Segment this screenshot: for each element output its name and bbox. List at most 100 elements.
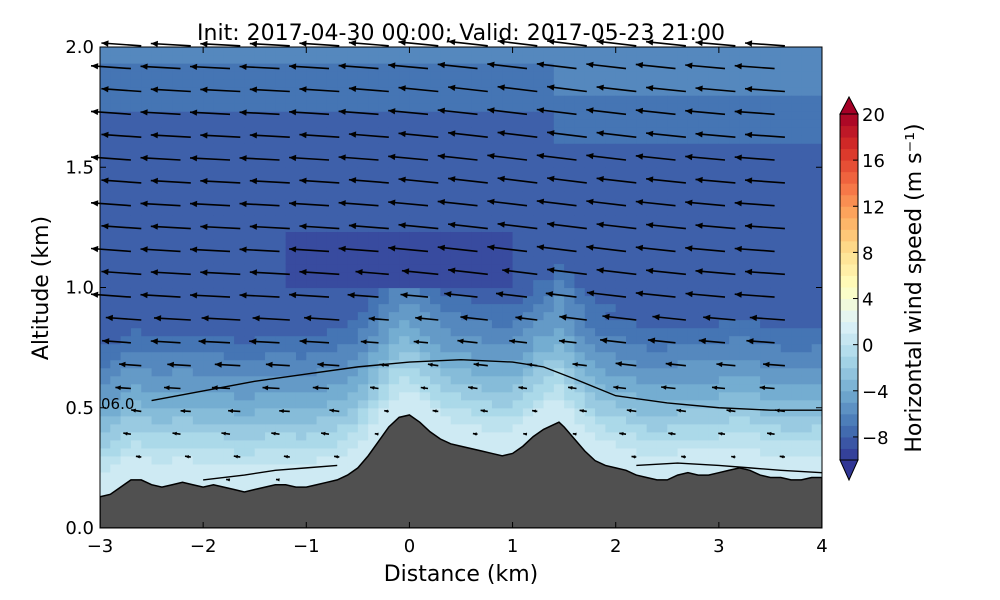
- contour-cell: [203, 359, 215, 369]
- wind-vector: [384, 409, 389, 413]
- contour-cell: [316, 407, 328, 417]
- contour-cell: [636, 335, 648, 345]
- wind-vector: [746, 338, 775, 345]
- wind-vector: [289, 63, 330, 70]
- contour-cell: [213, 343, 225, 353]
- contour-cell: [192, 183, 204, 192]
- contour-cell: [471, 63, 483, 72]
- contour-cell: [656, 463, 668, 473]
- contour-cell: [677, 439, 689, 449]
- contour-cell: [646, 215, 658, 224]
- contour-cell: [729, 271, 741, 281]
- contour-cell: [378, 231, 390, 240]
- contour-cell: [192, 271, 204, 281]
- contour-cell: [399, 79, 411, 88]
- contour-cell: [234, 55, 245, 64]
- contour-cell: [337, 423, 349, 433]
- contour-cell: [615, 151, 627, 160]
- contour-cell: [564, 335, 576, 345]
- contour-cell: [780, 183, 792, 192]
- contour-cell: [440, 319, 452, 329]
- contour-cell: [698, 191, 710, 200]
- contour-cell: [203, 295, 215, 305]
- contour-cell: [172, 111, 184, 120]
- contour-cell: [357, 127, 369, 136]
- contour-cell: [120, 111, 132, 120]
- contour-cell: [770, 263, 782, 273]
- contour-cell: [698, 207, 710, 216]
- contour-cell: [584, 127, 596, 136]
- contour-cell: [471, 183, 483, 192]
- contour-cell: [533, 143, 545, 152]
- contour-cell: [450, 327, 462, 337]
- contour-cell: [151, 471, 163, 481]
- contour-cell: [780, 103, 792, 112]
- contour-cell: [450, 167, 462, 176]
- contour-cell: [223, 127, 235, 136]
- contour-cell: [564, 247, 576, 257]
- contour-cell: [399, 111, 411, 120]
- contour-cell: [522, 167, 534, 176]
- wind-vector: [289, 291, 330, 299]
- contour-cell: [192, 87, 204, 96]
- contour-cell: [595, 215, 606, 224]
- contour-cell: [626, 63, 637, 72]
- contour-cell: [636, 343, 648, 353]
- contour-cell: [192, 79, 204, 88]
- contour-cell: [481, 95, 493, 104]
- contour-cell: [471, 103, 483, 112]
- colorbar-band: [840, 240, 858, 253]
- contour-cell: [749, 271, 761, 281]
- wind-vector: [140, 154, 181, 162]
- contour-cell: [347, 119, 359, 128]
- wind-vector: [189, 109, 231, 116]
- contour-cell: [780, 55, 792, 64]
- contour-cell: [161, 183, 173, 192]
- wind-vector: [239, 292, 280, 299]
- colorbar-band: [840, 356, 858, 369]
- contour-cell: [708, 191, 720, 200]
- contour-cell: [615, 143, 627, 152]
- contour-cell: [636, 383, 648, 393]
- contour-cell: [275, 455, 287, 465]
- contour-cell: [718, 343, 730, 353]
- contour-cell: [770, 399, 782, 409]
- contour-cell: [646, 271, 658, 281]
- contour-cell: [718, 103, 730, 112]
- contour-cell: [430, 103, 441, 112]
- contour-cell: [677, 295, 689, 305]
- contour-cell: [739, 239, 751, 249]
- contour-cell: [481, 111, 493, 120]
- contour-cell: [141, 455, 153, 465]
- contour-cell: [419, 351, 431, 361]
- contour-cell: [584, 255, 596, 265]
- contour-cell: [739, 319, 751, 329]
- contour-cell: [749, 455, 761, 465]
- contour-cell: [120, 199, 132, 208]
- contour-cell: [347, 79, 359, 88]
- wind-vector: [189, 200, 231, 208]
- contour-cell: [388, 111, 400, 120]
- contour-cell: [780, 319, 792, 329]
- contour-cell: [234, 47, 245, 56]
- wind-vector: [101, 40, 142, 47]
- contour-cell: [461, 71, 472, 80]
- contour-cell: [295, 247, 307, 257]
- contour-cell: [512, 311, 524, 321]
- contour-cell: [811, 199, 822, 208]
- contour-cell: [285, 471, 297, 481]
- contour-cell: [687, 423, 699, 433]
- contour-cell: [100, 423, 111, 433]
- contour-cell: [471, 295, 483, 305]
- wind-vector: [734, 200, 775, 207]
- contour-cell: [326, 399, 338, 409]
- contour-cell: [368, 399, 380, 409]
- contour-cell: [203, 199, 215, 208]
- wind-vector: [239, 155, 280, 162]
- contour-cell: [667, 431, 679, 441]
- contour-cell: [100, 191, 111, 200]
- contour-cell: [502, 103, 514, 112]
- contour-cell: [347, 351, 359, 361]
- contour-cell: [502, 399, 514, 409]
- contour-cell: [687, 279, 699, 289]
